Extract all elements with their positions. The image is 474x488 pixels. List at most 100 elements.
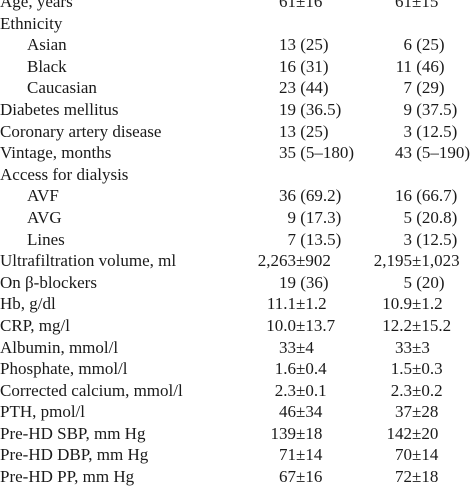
value-detail: ±20	[412, 423, 439, 443]
group-2-value: 5 (20.8)	[356, 207, 474, 229]
value-detail: ±1.2	[296, 294, 327, 314]
group-1-value: 19 (36.5)	[240, 99, 356, 121]
cell-value: 19 (36.5)	[240, 100, 356, 119]
value-main: 61	[395, 0, 412, 11]
row-label: Caucasian	[27, 78, 97, 98]
group-2-value: 142±20	[356, 423, 474, 445]
value-detail: (12.5)	[412, 229, 458, 249]
cell-value: 9 (37.5)	[356, 100, 474, 119]
table-row: Corrected calcium, mmol/l 2.3±0.1 2.3±0.2	[0, 380, 474, 402]
cell-value: 61±16	[240, 0, 356, 11]
table-row: AVG 9 (17.3) 5 (20.8)	[0, 207, 474, 229]
cell-value: 11.1±1.2	[240, 294, 356, 313]
group-2-value: 70±14	[356, 444, 474, 466]
row-label: Pre-HD PP, mm Hg	[0, 467, 135, 487]
value-main: 13	[279, 35, 296, 55]
group-1-value: 7 (13.5)	[240, 229, 356, 251]
row-label: Phosphate, mmol/l	[0, 359, 128, 379]
group-2-value: 11 (46)	[356, 56, 474, 78]
row-label: Diabetes mellitus	[0, 99, 119, 119]
table-row: Caucasian 23 (44) 7 (29)	[0, 77, 474, 99]
value-main: 3	[403, 121, 413, 141]
value-detail: (25)	[296, 121, 329, 141]
value-detail: ±15.2	[412, 315, 452, 335]
cell-value: 12.2±15.2	[356, 316, 474, 335]
value-detail: ±902	[296, 251, 331, 271]
group-1-value: 9 (17.3)	[240, 207, 356, 229]
value-detail: (37.5)	[412, 99, 458, 119]
value-main: 33	[395, 337, 412, 357]
value-detail: (12.5)	[412, 121, 458, 141]
cell-value: 61±15	[356, 0, 474, 11]
group-2-value: 2.3±0.2	[356, 380, 474, 402]
table-row: Access for dialysis	[0, 164, 474, 186]
value-detail: (20.8)	[412, 207, 458, 227]
table-row: Vintage, months 35 (5–180) 43 (5–190)	[0, 142, 474, 164]
value-detail: (5–180)	[296, 143, 355, 163]
value-main: 3	[403, 229, 413, 249]
row-label: AVF	[27, 186, 59, 206]
cell-value: 2.3±0.2	[356, 381, 474, 400]
row-label: Pre-HD DBP, mm Hg	[0, 445, 149, 465]
group-2-value	[356, 13, 474, 35]
value-main: 5	[403, 272, 413, 292]
table-row: Age, years 61±16 61±15	[0, 0, 474, 13]
group-2-value: 1.5±0.3	[356, 358, 474, 380]
value-detail: ±16	[296, 0, 323, 11]
table-row: Diabetes mellitus 19 (36.5) 9 (37.5)	[0, 99, 474, 121]
value-detail: ±1,023	[412, 251, 460, 271]
value-detail: ±0.2	[412, 380, 443, 400]
value-main: 16	[279, 56, 296, 76]
group-2-value: 5 (20)	[356, 272, 474, 294]
cell-value: 19 (36)	[240, 273, 356, 292]
table-row: Albumin, mmol/l 33±4 33±3	[0, 337, 474, 359]
group-2-value: 61±15	[356, 0, 474, 13]
value-detail: ±16	[296, 467, 323, 487]
cell-value	[356, 14, 474, 33]
table-row: PTH, pmol/l 46±34 37±28	[0, 401, 474, 423]
table-row: CRP, mg/l 10.0±13.7 12.2±15.2	[0, 315, 474, 337]
value-main: 2.3	[390, 380, 412, 400]
value-main: 70	[395, 445, 412, 465]
value-detail: ±18	[296, 423, 323, 443]
value-main: 7	[403, 78, 413, 98]
value-detail: ±0.1	[296, 380, 327, 400]
value-detail: (36.5)	[296, 99, 342, 119]
value-detail: (25)	[412, 35, 445, 55]
table-row: AVF 36 (69.2) 16 (66.7)	[0, 185, 474, 207]
cell-value: 2.3±0.1	[240, 381, 356, 400]
group-2-value: 16 (66.7)	[356, 185, 474, 207]
value-main: 5	[403, 207, 413, 227]
group-2-value: 12.2±15.2	[356, 315, 474, 337]
cell-value: 13 (25)	[240, 35, 356, 54]
row-label: AVG	[27, 207, 62, 227]
group-1-value	[240, 13, 356, 35]
cell-value: 5 (20)	[356, 273, 474, 292]
row-label: Hb, g/dl	[0, 294, 56, 314]
group-1-value: 11.1±1.2	[240, 293, 356, 315]
value-main: 12.2	[382, 315, 412, 335]
row-label: Asian	[27, 35, 67, 55]
group-1-value: 23 (44)	[240, 77, 356, 99]
group-1-value: 67±16	[240, 466, 356, 488]
group-2-value: 33±3	[356, 337, 474, 359]
group-2-value: 10.9±1.2	[356, 293, 474, 315]
value-detail: ±0.3	[412, 359, 443, 379]
cell-value	[240, 14, 356, 33]
group-1-value: 2,263±902	[240, 250, 356, 272]
value-main: 67	[279, 467, 296, 487]
value-main: 23	[279, 78, 296, 98]
row-label: Pre-HD SBP, mm Hg	[0, 423, 146, 443]
value-detail: ±14	[296, 445, 323, 465]
table-row: Coronary artery disease 13 (25) 3 (12.5)	[0, 121, 474, 143]
value-detail: (13.5)	[296, 229, 342, 249]
value-main: 36	[279, 186, 296, 206]
value-main: 37	[395, 402, 412, 422]
cell-value: 9 (17.3)	[240, 208, 356, 227]
value-main: 33	[279, 337, 296, 357]
cell-value	[240, 165, 356, 184]
group-1-value: 33±4	[240, 337, 356, 359]
